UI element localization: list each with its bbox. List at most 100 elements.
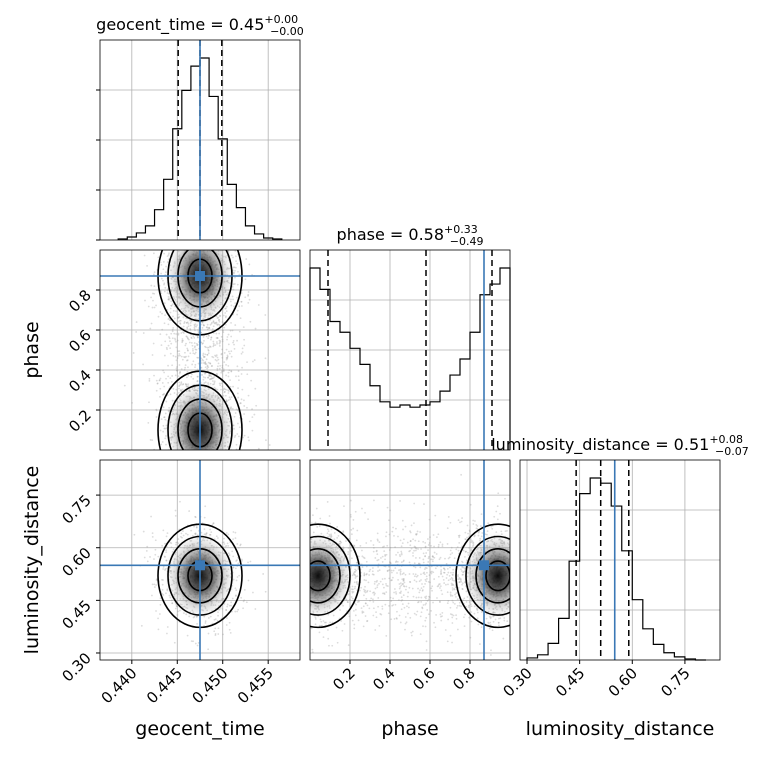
scatter-point xyxy=(282,606,284,608)
scatter-point xyxy=(218,318,221,321)
scatter-point xyxy=(218,342,221,345)
scatter-point xyxy=(187,338,190,341)
scatter-point xyxy=(223,326,226,329)
scatter-point xyxy=(259,607,261,609)
scatter-point xyxy=(264,590,267,593)
scatter-point xyxy=(372,544,375,546)
scatter-point xyxy=(250,379,253,382)
scatter-point xyxy=(186,213,188,215)
scatter-point xyxy=(176,369,179,372)
scatter-point xyxy=(229,379,231,382)
scatter-point xyxy=(290,536,292,538)
scatter-point xyxy=(221,385,224,388)
scatter-point xyxy=(303,572,305,574)
scatter-point xyxy=(148,377,151,380)
scatter-point xyxy=(155,584,157,586)
scatter-point xyxy=(216,337,219,339)
scatter-point xyxy=(180,451,182,453)
scatter-point xyxy=(205,222,207,224)
scatter-point xyxy=(233,200,235,202)
title-lower-error: −0.49 xyxy=(450,235,484,248)
scatter-point xyxy=(544,540,546,542)
scatter-point xyxy=(350,557,353,560)
scatter-point xyxy=(271,581,273,583)
scatter-point xyxy=(147,305,150,308)
scatter-point xyxy=(362,605,365,608)
scatter-point xyxy=(307,570,309,572)
scatter-point xyxy=(306,584,308,586)
scatter-point xyxy=(523,567,525,569)
scatter-point xyxy=(184,356,186,359)
scatter-point xyxy=(183,322,186,325)
scatter-point xyxy=(216,341,218,343)
scatter-point xyxy=(522,528,524,530)
scatter-point xyxy=(204,366,207,369)
scatter-point xyxy=(236,392,239,395)
scatter-point xyxy=(162,279,164,282)
scatter-point xyxy=(269,567,271,569)
scatter-point xyxy=(224,388,226,391)
scatter-point xyxy=(219,384,222,387)
scatter-point xyxy=(216,457,218,459)
scatter-point xyxy=(295,593,297,595)
scatter-point xyxy=(186,359,189,362)
scatter-point xyxy=(222,314,225,317)
scatter-point xyxy=(184,344,187,347)
scatter-point xyxy=(199,454,201,456)
scatter-point xyxy=(353,627,356,630)
scatter-point xyxy=(226,227,228,229)
scatter-point xyxy=(197,468,199,470)
scatter-point xyxy=(194,245,196,247)
scatter-point xyxy=(231,215,233,217)
scatter-point xyxy=(209,362,211,365)
scatter-point xyxy=(193,336,196,339)
scatter-point xyxy=(179,371,181,374)
scatter-point xyxy=(241,347,244,350)
scatter-point xyxy=(497,621,500,624)
scatter-point xyxy=(264,357,267,360)
scatter-point xyxy=(192,208,194,210)
scatter-point xyxy=(235,594,237,597)
scatter-point xyxy=(196,375,199,378)
scatter-point xyxy=(236,283,239,286)
scatter-point xyxy=(211,355,214,358)
scatter-point xyxy=(212,522,215,525)
scatter-point xyxy=(304,576,306,578)
scatter-point xyxy=(303,563,305,565)
scatter-point xyxy=(290,635,292,637)
scatter-point xyxy=(194,363,197,366)
scatter-point xyxy=(322,620,325,622)
scatter-point xyxy=(197,217,199,219)
scatter-point xyxy=(149,452,151,454)
scatter-point xyxy=(131,401,133,404)
histogram-step xyxy=(526,477,706,661)
scatter-point xyxy=(365,560,368,563)
scatter-point xyxy=(260,601,262,603)
scatter-point xyxy=(453,557,456,560)
scatter-point xyxy=(236,433,239,435)
scatter-point xyxy=(206,365,209,368)
scatter-point xyxy=(522,618,524,620)
scatter-point xyxy=(164,556,166,558)
scatter-point xyxy=(246,373,249,376)
scatter-point xyxy=(172,327,175,329)
scatter-point xyxy=(152,342,155,345)
scatter-point xyxy=(291,593,293,595)
scatter-point xyxy=(165,551,168,554)
scatter-point xyxy=(254,486,256,488)
scatter-point xyxy=(302,609,304,611)
scatter-point xyxy=(191,247,193,249)
scatter-point xyxy=(302,578,304,580)
scatter-point xyxy=(214,632,217,635)
scatter-point xyxy=(525,570,527,572)
scatter-point xyxy=(305,623,307,625)
scatter-point xyxy=(223,352,226,354)
scatter-point xyxy=(161,328,164,331)
scatter-point xyxy=(157,617,159,620)
scatter-point xyxy=(294,578,296,580)
scatter-point xyxy=(212,457,214,459)
scatter-point xyxy=(207,348,210,351)
scatter-point xyxy=(203,242,205,244)
scatter-point xyxy=(153,583,156,586)
scatter-point xyxy=(253,207,255,209)
